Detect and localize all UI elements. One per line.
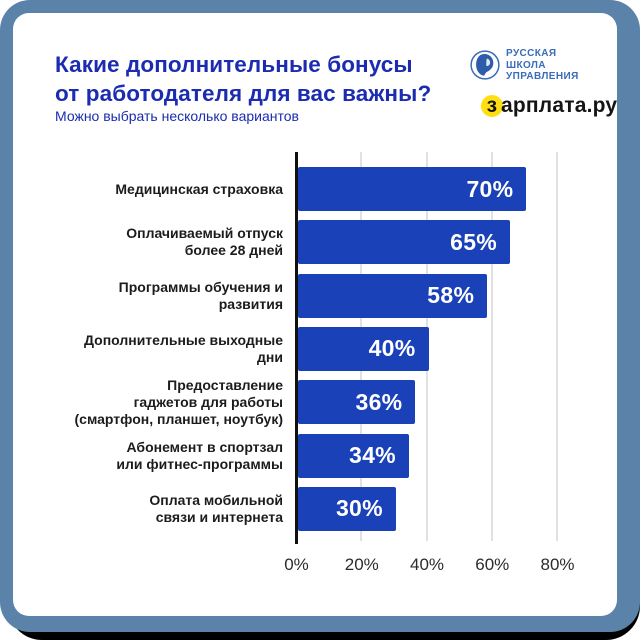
bar: 70% — [298, 167, 527, 211]
x-tick-label-40%: 40% — [409, 555, 445, 574]
category-label-line: Предоставление — [167, 376, 283, 393]
zarplata-logo: з арплата.ру — [481, 94, 617, 118]
gridline-80% — [556, 152, 558, 541]
zarplata-yellow-circle: з — [481, 94, 503, 117]
bar-value-label: 36% — [355, 388, 403, 415]
gridline-60% — [490, 152, 493, 541]
category-label-line: Медицинская страховка — [115, 180, 283, 197]
category-label: Оплачиваемый отпуск более 28 дней — [55, 220, 283, 264]
chart-title-line2: от работодателя для вас важны? — [55, 81, 432, 106]
category-label-line: гаджетов для работы — [133, 393, 283, 410]
category-label-line: Оплата мобильной — [149, 491, 283, 508]
bar: 58% — [298, 273, 488, 318]
category-label: Абонемент в спортзал или фитнес-программы — [55, 434, 283, 478]
bar: 36% — [298, 380, 416, 425]
x-tick-label-80%: 80% — [540, 555, 575, 574]
x-tick-label-0%: 0% — [284, 555, 309, 574]
category-label: Предоставление гаджетов для работы (смартф… — [55, 376, 283, 427]
bar-value-label: 65% — [450, 228, 498, 255]
bar-value-label: 40% — [368, 335, 416, 362]
bar: 34% — [298, 433, 409, 478]
rsu-logo: РУССКАЯ ШКОЛА УПРАВЛЕНИЯ — [470, 48, 579, 83]
chart-subtitle: Можно выбрать несколько вариантов — [55, 108, 299, 124]
category-label: Оплата мобильной связи и интернета — [55, 487, 283, 531]
x-tick-label-20%: 20% — [344, 555, 379, 574]
zarplata-rest: арплата.ру — [501, 94, 618, 117]
bar-value-label: 58% — [427, 282, 475, 309]
chart-title-line1: Какие дополнительные бонусы — [55, 52, 413, 77]
category-label-line: более 28 дней — [184, 242, 283, 259]
category-label: Дополнительные выходные дни — [55, 327, 283, 371]
zarplata-prefix: з — [486, 94, 498, 117]
bar: 40% — [298, 326, 429, 371]
category-label-line: Абонемент в спортзал — [126, 438, 284, 455]
category-label-line: Оплачиваемый отпуск — [126, 225, 283, 242]
rsu-logo-line2: ШКОЛА — [506, 59, 546, 71]
category-label-line: связи и интернета — [155, 508, 283, 525]
rsu-logo-line3: УПРАВЛЕНИЯ — [506, 71, 579, 82]
category-label-line: (смартфон, планшет, ноутбук) — [74, 410, 283, 427]
bar-chart: 0% 20% 40% 60% 80% Медицинская страховка 70% Оп… — [55, 152, 600, 592]
category-label-line: Программы обучения и развития — [118, 278, 283, 312]
rsu-logo-icon — [470, 50, 500, 80]
category-label-line: Дополнительные выходные дни — [84, 331, 283, 365]
bar-value-label: 34% — [348, 442, 396, 468]
bar: 65% — [298, 220, 511, 265]
bar-value-label: 30% — [335, 495, 383, 522]
rsu-logo-text: РУССКАЯ ШКОЛА УПРАВЛЕНИЯ — [506, 48, 579, 83]
chart-title: Какие дополнительные бонусы от работодат… — [55, 50, 455, 108]
rsu-logo-line1: РУССКАЯ — [506, 48, 557, 59]
category-label: Медицинская страховка — [55, 167, 283, 211]
bar-value-label: 70% — [466, 175, 514, 202]
category-label-line: или фитнес-программы — [116, 455, 283, 472]
y-axis-line — [295, 152, 298, 544]
category-label: Программы обучения и развития — [55, 274, 283, 318]
bar: 30% — [298, 486, 396, 531]
x-tick-label-60%: 60% — [475, 555, 510, 574]
